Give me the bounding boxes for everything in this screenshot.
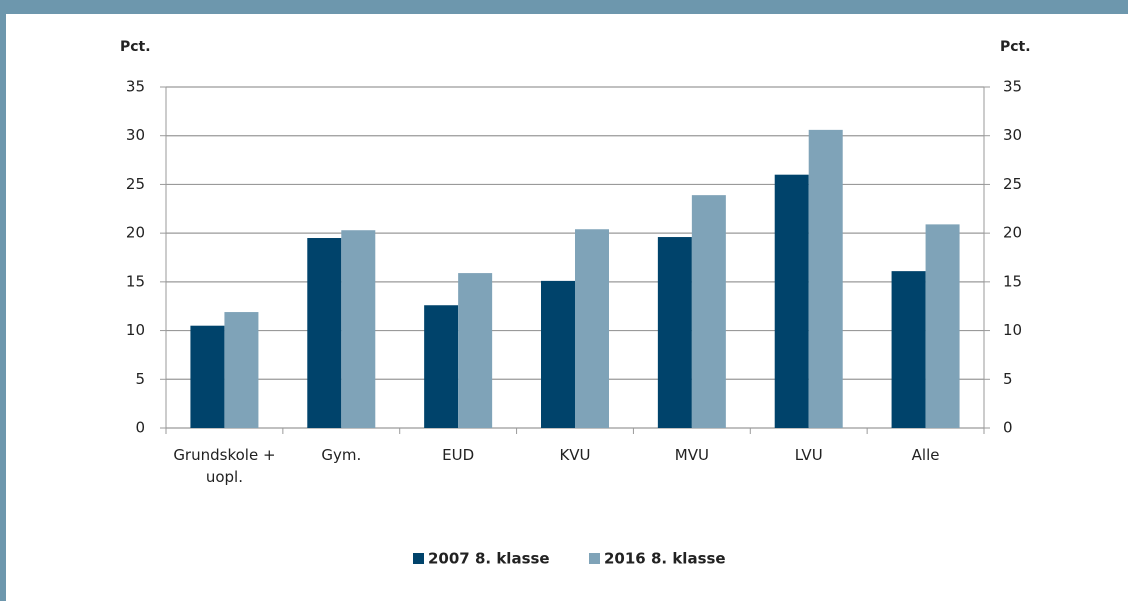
bar [691,195,726,428]
bar [657,237,692,428]
y2-tick-label: 35 [1003,78,1022,96]
y-tick-label: 35 [126,78,145,96]
y2-tick-label: 0 [1003,419,1013,437]
bar [224,312,259,428]
y2-tick-label: 20 [1003,224,1022,242]
y2-tick-label: 5 [1003,370,1013,388]
y2-tick-label: 25 [1003,175,1022,193]
legend-swatch [589,553,600,564]
x-tick-label: Grundskole + uopl. [173,446,276,486]
y-tick-label: 25 [126,175,145,193]
bar [190,325,225,428]
y-tick-label: 0 [135,419,145,437]
y2-tick-label: 10 [1003,321,1022,339]
x-tick-label: MVU [674,446,709,464]
bar [541,280,575,428]
bar [307,238,342,428]
bar [891,271,926,428]
y-tick-label: 20 [126,224,145,242]
x-tick-label: Alle [911,446,940,464]
header-bar [0,0,1128,14]
y-tick-label: 10 [126,321,145,339]
bar [424,305,459,428]
x-tick-label: Gym. [321,446,362,464]
y-tick-label: 15 [126,272,145,290]
bar [774,174,809,428]
y2-tick-label: 30 [1003,126,1022,144]
bar [925,224,960,428]
bar [458,273,493,428]
left-border [0,0,6,601]
bar [808,129,843,428]
legend-swatch [413,553,424,564]
y2-tick-label: 15 [1003,272,1022,290]
y-axis-label: Pct. [120,39,151,55]
y-tick-label: 30 [126,126,145,144]
x-tick-label: EUD [442,446,475,464]
bar [341,230,376,428]
legend-label: 2016 8. klasse [604,550,726,568]
y-tick-label: 5 [135,370,145,388]
x-tick-label: KVU [559,446,591,464]
legend-label: 2007 8. klasse [428,550,550,568]
y2-axis-label: Pct. [1000,39,1031,55]
x-tick-label: LVU [794,446,823,464]
bar [575,229,609,428]
